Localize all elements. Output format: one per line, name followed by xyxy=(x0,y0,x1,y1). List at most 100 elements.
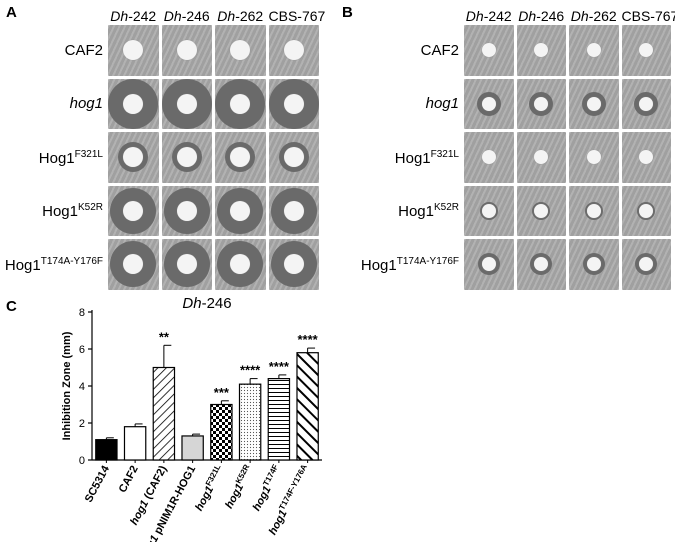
plate-tile xyxy=(268,78,319,129)
antifungal-disc xyxy=(283,254,304,275)
plate-tile xyxy=(621,185,671,236)
panel-c-bar-chart: Dh-246 0 2 4 6 8 Inhibition Zone (mm) SC5314 CAF… xyxy=(0,295,330,547)
plate-tile xyxy=(569,25,619,76)
antifungal-disc xyxy=(283,93,304,114)
bar xyxy=(152,366,176,461)
plate-tile xyxy=(161,239,212,290)
plate-tile xyxy=(464,25,514,76)
antifungal-disc xyxy=(230,254,251,275)
plate-tile xyxy=(621,78,671,129)
y-tick-label: 4 xyxy=(79,381,85,393)
strain-column-header: Dh-242 xyxy=(110,8,157,24)
strain-column-header: Dh-246 xyxy=(518,8,565,24)
antifungal-disc xyxy=(534,150,549,165)
antifungal-disc xyxy=(176,147,197,168)
plate-tile xyxy=(464,132,514,183)
strain-column-header: Dh-246 xyxy=(163,8,210,24)
bar xyxy=(210,403,233,461)
panel-c-label: C xyxy=(6,298,17,315)
antifungal-disc xyxy=(586,96,601,111)
antifungal-disc xyxy=(123,147,144,168)
plate-tile xyxy=(161,78,212,129)
antifungal-disc xyxy=(534,203,549,218)
antifungal-disc xyxy=(586,203,601,218)
plate-tile xyxy=(108,25,159,76)
plate-tile xyxy=(268,25,319,76)
antifungal-disc xyxy=(283,40,304,61)
genotype-row-label: Hog1F321L xyxy=(394,148,459,167)
antifungal-disc xyxy=(481,150,496,165)
plate-tile xyxy=(268,185,319,236)
plate-tile xyxy=(108,185,159,236)
plate-tile xyxy=(464,185,514,236)
antifungal-disc xyxy=(586,257,601,272)
antifungal-disc xyxy=(481,203,496,218)
strain-column-header: CBS-767 xyxy=(621,8,675,24)
antifungal-disc xyxy=(481,257,496,272)
plate-tile xyxy=(516,132,566,183)
bar xyxy=(123,426,147,461)
plate-tile xyxy=(569,132,619,183)
plate-tile xyxy=(108,132,159,183)
antifungal-disc xyxy=(639,96,654,111)
genotype-row-label: Hog1T174A-Y176F xyxy=(360,255,459,274)
plate-tile xyxy=(516,185,566,236)
genotype-row-label: hog1 xyxy=(69,95,103,113)
antifungal-disc xyxy=(481,96,496,111)
plate-tile xyxy=(268,239,319,290)
antifungal-disc xyxy=(639,257,654,272)
plate-tile xyxy=(215,25,266,76)
antifungal-disc xyxy=(123,200,144,221)
bar-chart-svg: Dh-246 0 2 4 6 8 Inhibition Zone (mm) SC5314 CAF… xyxy=(61,295,322,547)
plate-tile xyxy=(215,78,266,129)
bar xyxy=(238,383,262,461)
strain-column-header: Dh-262 xyxy=(570,8,617,24)
plate-tile xyxy=(464,239,514,290)
chart-title: Dh-246 xyxy=(182,296,231,312)
plate-tile xyxy=(621,25,671,76)
y-tick-label: 0 xyxy=(79,455,85,467)
panel-a-label: A xyxy=(6,4,17,21)
y-tick-label: 8 xyxy=(79,307,85,319)
plate-tile xyxy=(464,78,514,129)
significance-marker: **** xyxy=(240,363,261,378)
x-tick-label: SC5314 xyxy=(83,463,113,505)
bar xyxy=(296,352,319,461)
plate-tile xyxy=(108,239,159,290)
strain-column-header: Dh-242 xyxy=(465,8,512,24)
antifungal-disc xyxy=(639,203,654,218)
plate-tile xyxy=(569,185,619,236)
antifungal-disc xyxy=(283,147,304,168)
plate-tile xyxy=(621,239,671,290)
antifungal-disc xyxy=(586,150,601,165)
bar xyxy=(267,377,291,461)
plate-tile xyxy=(215,132,266,183)
significance-marker: *** xyxy=(214,385,230,400)
genotype-row-label: Hog1K52R xyxy=(398,202,459,221)
plate-tile xyxy=(569,239,619,290)
antifungal-disc xyxy=(230,147,251,168)
antifungal-disc xyxy=(230,200,251,221)
y-tick-label: 6 xyxy=(79,344,85,356)
antifungal-disc xyxy=(176,93,197,114)
plate-tile xyxy=(161,132,212,183)
x-tick-label: CAF2 xyxy=(117,464,141,495)
panel-b-label: B xyxy=(342,4,353,21)
antifungal-disc xyxy=(586,43,601,58)
plate-tile xyxy=(108,78,159,129)
significance-marker: ** xyxy=(159,329,170,344)
y-axis-label: Inhibition Zone (mm) xyxy=(61,331,73,440)
antifungal-disc xyxy=(123,40,144,61)
antifungal-disc xyxy=(123,93,144,114)
antifungal-disc xyxy=(534,43,549,58)
y-tick-label: 2 xyxy=(79,418,85,430)
plate-tile xyxy=(161,25,212,76)
plate-tile xyxy=(569,78,619,129)
strain-column-header: Dh-262 xyxy=(217,8,264,24)
genotype-row-label: CAF2 xyxy=(64,41,103,59)
antifungal-disc xyxy=(534,257,549,272)
antifungal-disc xyxy=(481,43,496,58)
plate-tile xyxy=(215,185,266,236)
antifungal-disc xyxy=(230,93,251,114)
genotype-row-label: Hog1T174A-Y176F xyxy=(4,255,103,274)
